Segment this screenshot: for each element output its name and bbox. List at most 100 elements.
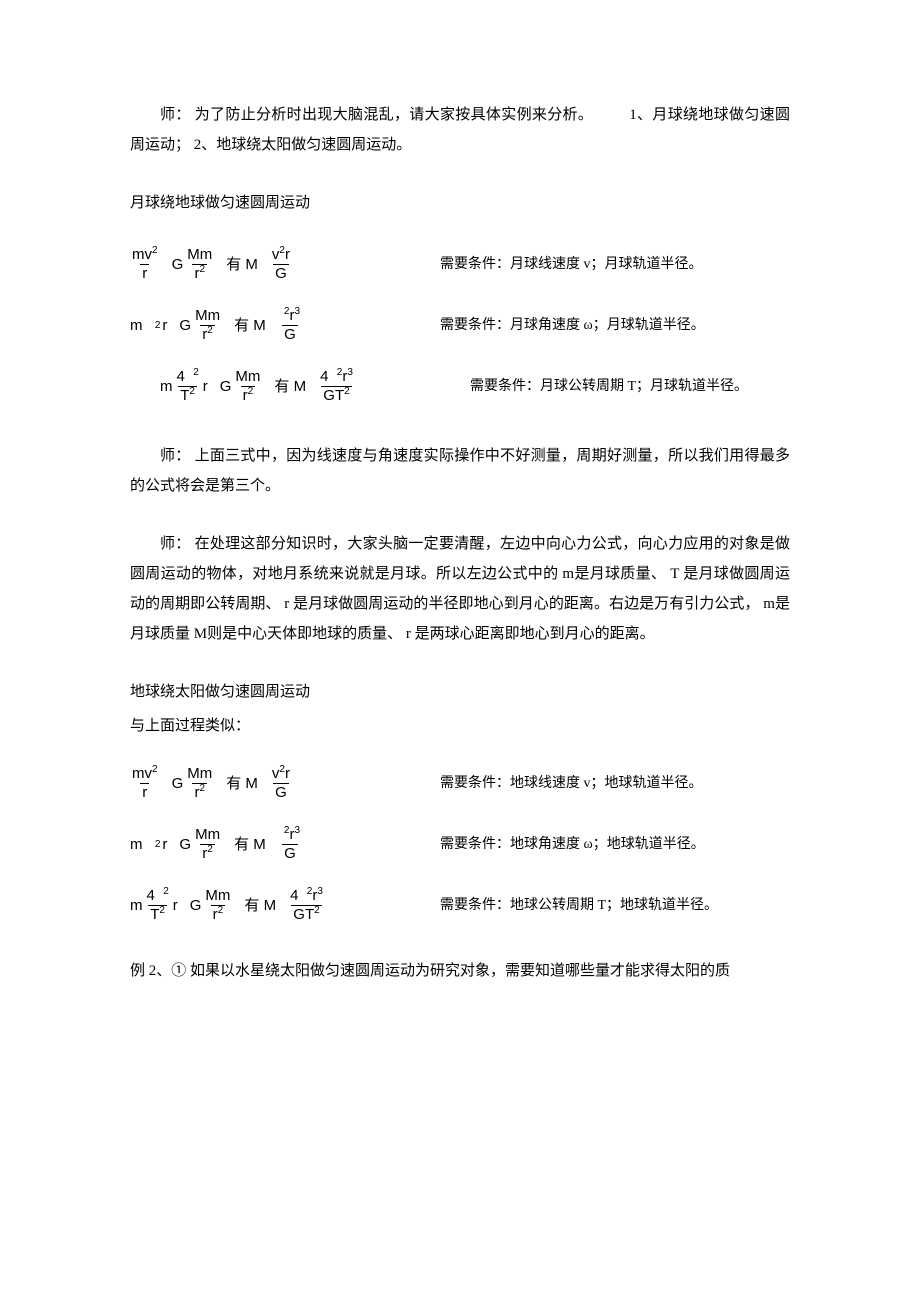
frac-v2r-G-e: v2r G xyxy=(270,765,292,802)
r2sup-e1: 2 xyxy=(199,783,205,794)
num-mv: mv xyxy=(132,246,152,263)
pi2-e3: 2 xyxy=(163,886,169,897)
formula-earth-v: mv2 r G Mm r2 有 M v2r G 需要条件：地球线速度 v；地球轨… xyxy=(130,765,790,802)
vtail-a: r xyxy=(285,246,290,263)
youM-e3: 有 M xyxy=(244,891,276,921)
cond-moon-T: 需要条件：月球公转周期 T；月球轨道半径。 xyxy=(470,373,748,401)
rhs-GMm-r2-e1: G Mm r2 xyxy=(172,765,215,802)
cond-earth-v: 需要条件：地球线速度 v；地球轨道半径。 xyxy=(440,770,703,798)
vden-e: G xyxy=(273,783,289,802)
T2-e3: 2 xyxy=(159,905,165,916)
formula-moon-v: mv2 r G Mm r2 有 M v2r G 需要条件：月球线速度 v；月球轨… xyxy=(130,246,790,283)
r-b: r xyxy=(162,311,167,341)
wr3-e2: 3 xyxy=(294,825,300,836)
formula-earth-w: m 2r G Mm r2 有 M 2r3 G 需要条件：地球角速度 ω；地球轨道… xyxy=(130,826,790,863)
h2-text: 地球绕太阳做匀速圆周运动 xyxy=(130,684,310,700)
den-r-e: r xyxy=(140,783,149,802)
formula-moon-w: m 2r G Mm r2 有 M 2r3 G 需要条件：月球角速度 ω；月球轨道… xyxy=(130,307,790,344)
sup-2-e: 2 xyxy=(152,764,158,775)
h1-text: 月球绕地球做匀速圆周运动 xyxy=(130,195,310,211)
GT2-c: 2 xyxy=(344,386,350,397)
frac-v2r-G-a: v2r G xyxy=(270,246,292,283)
example-2: 例 2、① 如果以水星绕太阳做匀速圆周运动为研究对象，需要知道哪些量才能求得太阳… xyxy=(130,956,790,986)
formula-earth-T: m 4 2 T2 r G Mm r2 有 M 4 2r3 GT2 需要条件：地球… xyxy=(130,887,790,924)
rtail-e3: r xyxy=(173,891,178,921)
r2sup-c: 2 xyxy=(248,386,254,397)
GT-c: GT xyxy=(323,387,344,404)
vtail-e: r xyxy=(285,765,290,782)
Mm-e2: Mm xyxy=(193,826,222,844)
Mm-e3: Mm xyxy=(203,887,232,905)
formula-moon-w-eq: m 2r G Mm r2 有 M 2r3 G xyxy=(130,307,440,344)
youM-e1: 有 M xyxy=(226,769,258,799)
r3sup-e3: 3 xyxy=(317,886,323,897)
formula-moon-v-eq: mv2 r G Mm r2 有 M v2r G xyxy=(130,246,440,283)
four2-c: 4 xyxy=(320,368,328,385)
frac-w2r3-G-e: 2r3 G xyxy=(278,826,302,863)
G-e3: G xyxy=(190,891,202,921)
teacher-intro: 师： 为了防止分析时出现大脑混乱，请大家按具体实例来分析。1、月球绕地球做匀速圆… xyxy=(130,100,790,160)
cond-earth-w: 需要条件：地球角速度 ω；地球轨道半径。 xyxy=(440,831,705,859)
rhs-GMm-r2-c: G Mm r2 xyxy=(220,368,263,405)
m4pi2T2r-a: m 4 2 T2 r xyxy=(160,368,208,405)
m4pi2T2r-e: m 4 2 T2 r xyxy=(130,887,178,924)
p1-text: 师： 为了防止分析时出现大脑混乱，请大家按具体实例来分析。 xyxy=(160,107,593,123)
section-moon-earth: 月球绕地球做匀速圆周运动 xyxy=(130,188,790,218)
rhs-GMm-r2-b: G Mm r2 xyxy=(179,307,222,344)
frac-4pi2r3-GT2-a: 4 2r3 GT2 xyxy=(318,368,355,405)
youM-e2: 有 M xyxy=(234,830,266,860)
cond-earth-T: 需要条件：地球公转周期 T；地球轨道半径。 xyxy=(440,892,718,920)
frac-w2r3-G-a: 2r3 G xyxy=(278,307,302,344)
G-e2: G xyxy=(179,830,191,860)
four2-e3: 4 xyxy=(290,887,298,904)
m-b: m xyxy=(130,311,143,341)
mw2r-e: m 2r xyxy=(130,830,167,860)
Mm-a: Mm xyxy=(185,246,214,264)
teacher-comment-1: 师： 上面三式中，因为线速度与角速度实际操作中不好测量，周期好测量，所以我们用得… xyxy=(130,441,790,501)
four-e3: 4 xyxy=(147,887,155,904)
mw2r-a: m 2r xyxy=(130,311,167,341)
den-r: r xyxy=(140,264,149,283)
formula-earth-T-eq: m 4 2 T2 r G Mm r2 有 M 4 2r3 GT2 xyxy=(130,887,440,924)
vden-a: G xyxy=(273,264,289,283)
pi2-c: 2 xyxy=(193,367,199,378)
r3sup-c: 3 xyxy=(347,367,353,378)
sup-2a: 2 xyxy=(152,245,158,256)
section-earth-sun: 地球绕太阳做匀速圆周运动 xyxy=(130,677,790,707)
r2sup-e3: 2 xyxy=(218,905,224,916)
wr3-b: 3 xyxy=(294,306,300,317)
Mm-b: Mm xyxy=(193,307,222,325)
num-mv-e: mv xyxy=(132,765,152,782)
frac-4pi2r3-GT2-e: 4 2r3 GT2 xyxy=(288,887,325,924)
r2sup-a: 2 xyxy=(199,264,205,275)
GT2-e3: 2 xyxy=(314,905,320,916)
Mm-c: Mm xyxy=(233,368,262,386)
m-e3: m xyxy=(130,891,143,921)
wden-e2: G xyxy=(282,844,298,863)
G-b: G xyxy=(179,311,191,341)
p3-text: 师： 在处理这部分知识时，大家头脑一定要清醒，左边中向心力公式，向心力应用的对象… xyxy=(130,536,790,642)
r2sup-b: 2 xyxy=(207,325,213,336)
p4-text: 例 2、① 如果以水星绕太阳做匀速圆周运动为研究对象，需要知道哪些量才能求得太阳… xyxy=(130,963,730,979)
rhs-GMm-r2-e3: G Mm r2 xyxy=(190,887,233,924)
formula-earth-v-eq: mv2 r G Mm r2 有 M v2r G xyxy=(130,765,440,802)
section-earth-sub: 与上面过程类似： xyxy=(130,711,790,741)
m-e2: m xyxy=(130,830,143,860)
four-c: 4 xyxy=(177,368,185,385)
Mm-e1: Mm xyxy=(185,765,214,783)
G-e1: G xyxy=(172,769,184,799)
formula-earth-w-eq: m 2r G Mm r2 有 M 2r3 G xyxy=(130,826,440,863)
GT-e3: GT xyxy=(293,906,314,923)
rtail-c: r xyxy=(203,372,208,402)
youM-a: 有 M xyxy=(226,250,258,280)
formula-moon-T: m 4 2 T2 r G Mm r2 有 M 4 2r3 GT2 需要条件：月球… xyxy=(130,368,790,405)
r2sup-e2: 2 xyxy=(207,844,213,855)
rhs-GMm-r2-e2: G Mm r2 xyxy=(179,826,222,863)
cond-moon-w: 需要条件：月球角速度 ω；月球轨道半径。 xyxy=(440,312,705,340)
p2-text: 师： 上面三式中，因为线速度与角速度实际操作中不好测量，周期好测量，所以我们用得… xyxy=(130,448,790,494)
frac-mv2-r-e: mv2 r xyxy=(130,765,160,802)
teacher-comment-2: 师： 在处理这部分知识时，大家头脑一定要清醒，左边中向心力公式，向心力应用的对象… xyxy=(130,529,790,649)
wden-b: G xyxy=(282,325,298,344)
r-e2: r xyxy=(162,830,167,860)
rhs-GMm-r2-a: G Mm r2 xyxy=(172,246,215,283)
